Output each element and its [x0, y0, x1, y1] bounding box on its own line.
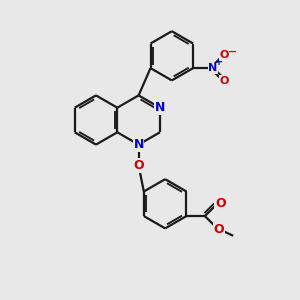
- Text: N: N: [134, 138, 144, 151]
- Text: N: N: [208, 63, 218, 73]
- Text: N: N: [155, 101, 165, 114]
- Text: O: O: [133, 159, 144, 172]
- Text: −: −: [228, 47, 237, 57]
- Text: O: O: [220, 50, 229, 60]
- Text: O: O: [213, 224, 224, 236]
- Text: O: O: [220, 76, 229, 86]
- Text: +: +: [215, 56, 223, 67]
- Text: O: O: [215, 197, 226, 210]
